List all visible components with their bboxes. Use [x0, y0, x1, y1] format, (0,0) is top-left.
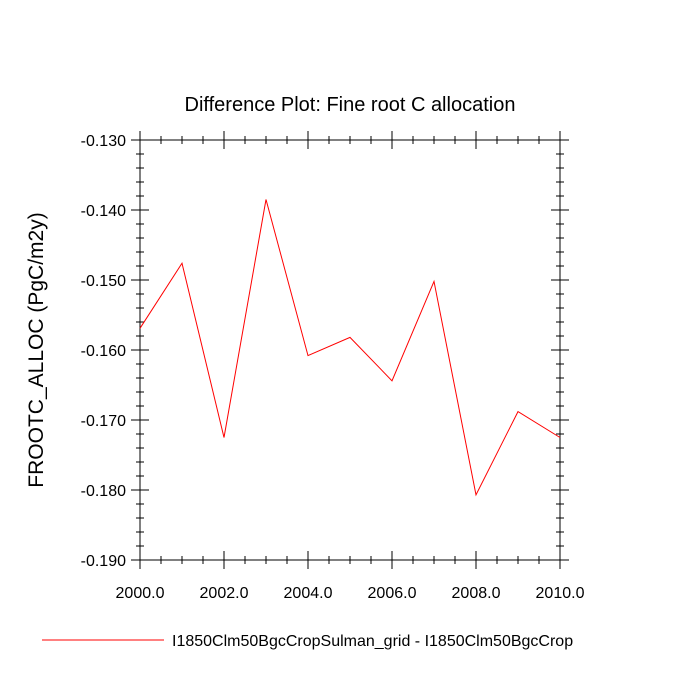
series-layer	[139, 199, 561, 497]
y-tick-label: -0.170	[81, 413, 126, 430]
x-tick-label: 2002.0	[200, 585, 249, 602]
y-axis: -0.130 -0.140 -0.150 -0.160 -0.170 -0.180 -0.1…	[81, 133, 569, 570]
x-tick-label: 2008.0	[452, 585, 501, 602]
chart-title: Difference Plot: Fine root C allocation	[185, 94, 516, 116]
y-tick-label: -0.190	[81, 553, 126, 570]
y-tick-label: -0.140	[81, 203, 126, 220]
y-tick-label: -0.130	[81, 133, 126, 150]
x-tick-label: 2000.0	[116, 585, 165, 602]
y-tick-label: -0.180	[81, 483, 126, 500]
x-tick-label: 2004.0	[284, 585, 333, 602]
minor-ticks	[136, 136, 564, 564]
x-axis: 2000.0 2002.0 2004.0 2006.0 2008.0 2010.0	[116, 131, 585, 602]
x-tick-label: 2006.0	[368, 585, 417, 602]
y-tick-label: -0.150	[81, 273, 126, 290]
legend-label: I1850Clm50BgcCropSulman_grid - I1850Clm5…	[172, 633, 573, 650]
series-line-0	[139, 199, 561, 497]
y-axis-label: FROOTC_ALLOC (PgC/m2y)	[25, 212, 48, 487]
legend: I1850Clm50BgcCropSulman_grid - I1850Clm5…	[42, 633, 573, 650]
x-tick-label: 2010.0	[536, 585, 585, 602]
y-tick-label: -0.160	[81, 343, 126, 360]
